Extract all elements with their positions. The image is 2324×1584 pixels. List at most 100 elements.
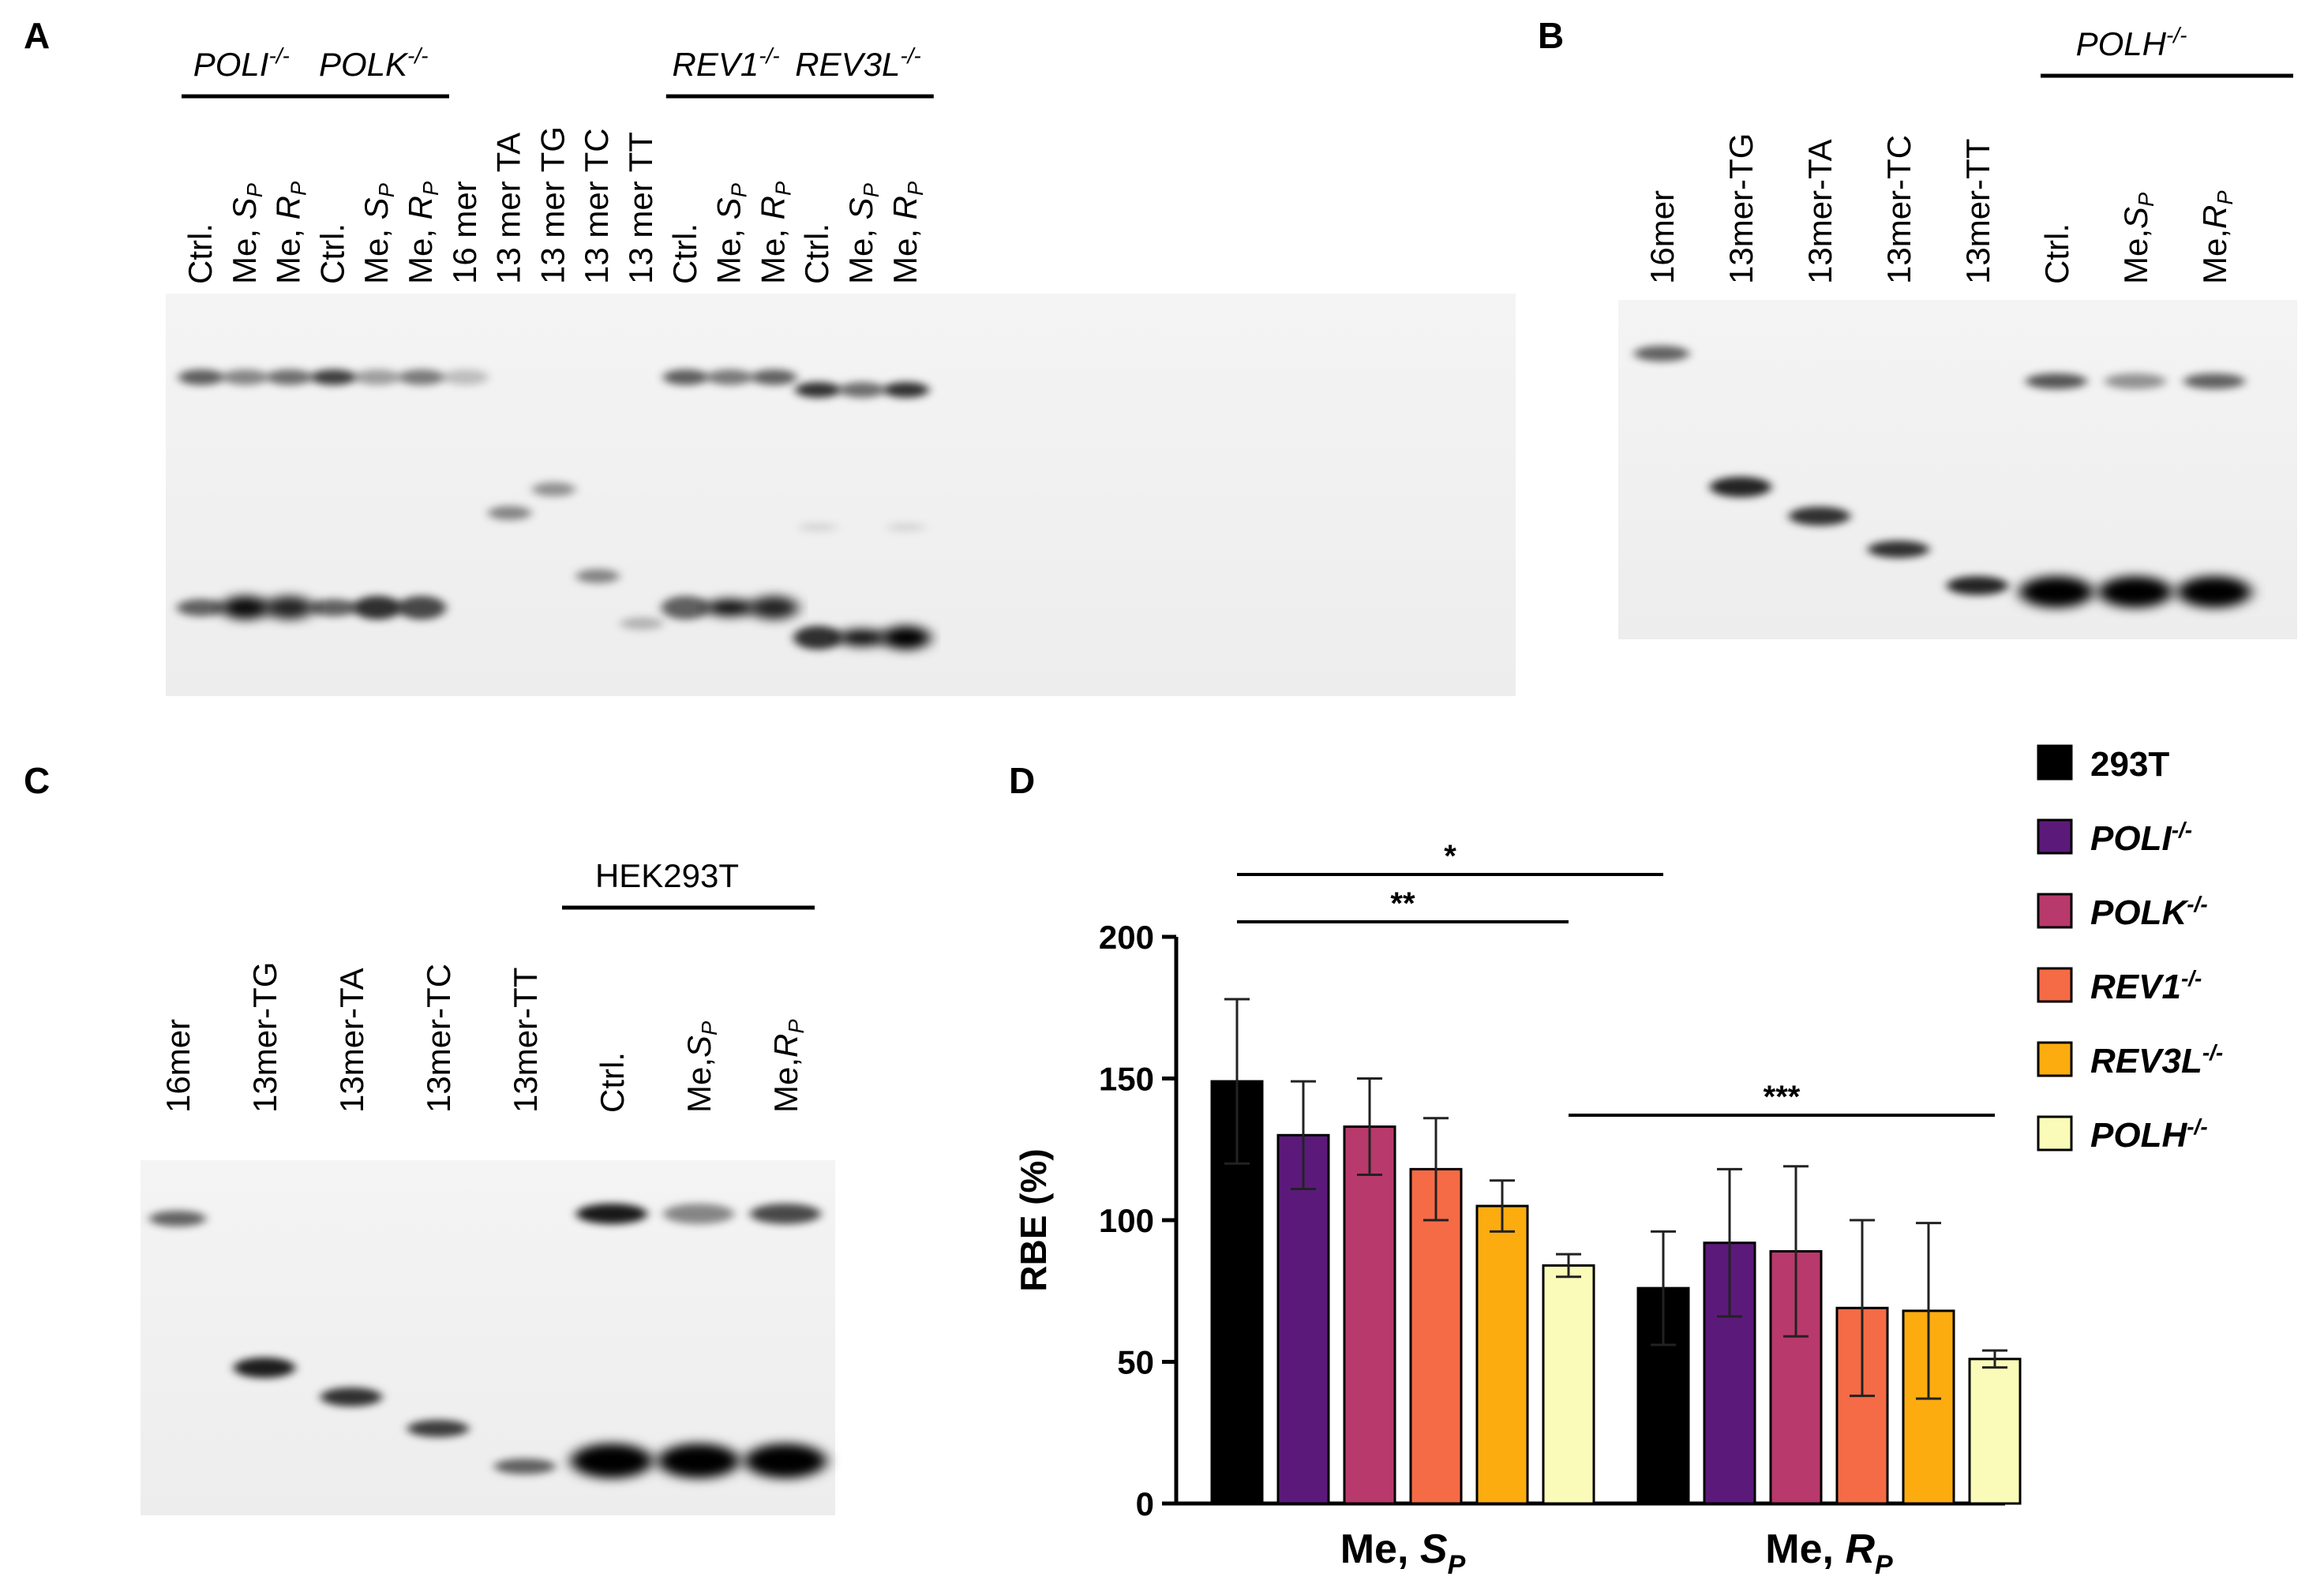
- gel-a-band-marker: [488, 506, 532, 520]
- y-tick-label: 100: [1099, 1202, 1154, 1239]
- gel-a-lane-label: Me, RP: [886, 181, 928, 284]
- chart-bars: [1210, 998, 2022, 1505]
- gel-b-lane-label: 13mer-TC: [1880, 135, 1917, 284]
- gel-a-band-full-length: [751, 369, 797, 385]
- gel-a-lane-label: Me, SP: [226, 182, 267, 284]
- gel-a-lane-label: Ctrl.: [798, 223, 835, 284]
- gel-b-lane-label: 13mer-TA: [1801, 139, 1839, 284]
- gel-a-lane-label: 13 mer TC: [578, 128, 615, 284]
- gel-c-band-full-length: [576, 1204, 647, 1224]
- gel-b-band-product: [2098, 576, 2172, 608]
- gel-b-lane-label: Me,RP: [2196, 190, 2237, 284]
- gel-b-band-marker: [1789, 507, 1850, 526]
- gel-a-band-full-length: [883, 382, 929, 398]
- gel-a-band-faint: [886, 523, 926, 531]
- gel-a-group-label: REV1-/-: [673, 43, 780, 83]
- gel-c-group-label: HEK293T: [595, 857, 739, 894]
- y-tick-label: 150: [1099, 1061, 1154, 1098]
- bar: [1968, 1357, 2022, 1505]
- gel-c-band-marker: [494, 1459, 556, 1474]
- gel-b-band-full-length: [2183, 373, 2245, 389]
- gel-c-lane-label: 13mer-TG: [246, 962, 283, 1113]
- legend-swatch: [2037, 1115, 2073, 1151]
- x-category-label: Me, SP: [1340, 1526, 1466, 1580]
- gel-c-band-product: [744, 1444, 827, 1478]
- gel-a-band-full-length: [707, 369, 753, 385]
- gel-b-band-full-length: [2026, 373, 2087, 389]
- gel-a-lane-label: Ctrl.: [666, 223, 703, 284]
- gel-a-group-label: POLK-/-: [319, 43, 429, 83]
- gel-a-band-product: [793, 626, 843, 650]
- gel-a-group-label: POLI-/-: [193, 43, 290, 83]
- gel-a-lane-label: Me, RP: [402, 181, 443, 284]
- gel-a-band-product: [838, 629, 886, 646]
- legend-swatch: [2037, 893, 2073, 929]
- bar: [1276, 1133, 1330, 1505]
- gel-a-band-full-length: [662, 369, 709, 385]
- gel-a-lane-label: Ctrl.: [313, 223, 350, 284]
- gel-a-band-marker: [531, 482, 575, 496]
- panel-label-b: B: [1538, 15, 1565, 56]
- y-tick-label: 200: [1099, 919, 1154, 956]
- gel-a-band-product: [353, 596, 403, 620]
- gel-a-band-marker: [620, 617, 664, 630]
- gel-c-lane-label: 16mer: [159, 1019, 197, 1113]
- gel-a-band-full-length: [266, 369, 313, 385]
- gel-a-band-product: [220, 596, 270, 620]
- gel-a-band-full-length: [795, 382, 842, 398]
- gel-b-group-label: POLH-/-: [2076, 23, 2187, 62]
- significance-label: *: [1444, 839, 1456, 874]
- gel-a-band-product: [749, 596, 799, 620]
- legend-swatch: [2037, 967, 2073, 1003]
- legend-swatch: [2037, 1041, 2073, 1077]
- gel-a-lane-label: 13 mer TG: [534, 126, 571, 284]
- panel-label-d: D: [1009, 760, 1036, 801]
- gel-a-band-product: [397, 596, 446, 620]
- legend-label: 293T: [2090, 745, 2169, 784]
- gel-c-lane-label: Ctrl.: [594, 1052, 631, 1113]
- significance-label: ***: [1764, 1080, 1801, 1114]
- gel-a-lane-label: 13 mer TT: [622, 132, 659, 284]
- gel-a-band-full-length: [839, 382, 885, 398]
- gel-c-band-full-length: [750, 1204, 821, 1224]
- gel-b-lane-label: 13mer-TT: [1959, 139, 1996, 284]
- x-category-label: Me, RP: [1765, 1526, 1893, 1580]
- gel-a-lane-label: Ctrl.: [182, 223, 219, 284]
- gel-panel-a: POLI-/- POLK-/- REV1-/- REV3L-/-Ctrl. Me, SP…: [166, 43, 1516, 696]
- gel-c-band-marker: [149, 1211, 206, 1226]
- bar: [1542, 1264, 1595, 1505]
- gel-a-band-full-length: [310, 369, 357, 385]
- gel-a-background: [166, 294, 1516, 696]
- gel-a-band-marker: [575, 569, 620, 583]
- gel-b-lane-label: 16mer: [1644, 190, 1681, 284]
- gel-b-band-marker: [1868, 541, 1929, 558]
- bar: [1475, 1204, 1529, 1505]
- gel-a-band-product: [705, 599, 755, 616]
- bar: [1409, 1167, 1463, 1505]
- significance-label: **: [1390, 886, 1415, 921]
- gel-c-lane-label: 13mer-TT: [507, 968, 544, 1113]
- gel-a-band-full-length: [178, 369, 224, 385]
- gel-a-band-product: [881, 626, 931, 650]
- bar: [1343, 1125, 1396, 1505]
- gel-a-group-label: REV3L-/-: [795, 43, 921, 83]
- gel-c-band-marker: [320, 1387, 382, 1406]
- gel-b-band-marker: [1710, 477, 1771, 497]
- legend-label: POLH-/-: [2090, 1114, 2208, 1155]
- gel-b-band-product: [2019, 576, 2093, 608]
- gel-a-band-product: [264, 596, 314, 620]
- legend-label: REV3L-/-: [2090, 1040, 2223, 1080]
- y-tick-label: 50: [1117, 1344, 1154, 1381]
- gel-a-band-full-length: [222, 369, 268, 385]
- significance-brackets: ******: [1237, 839, 1995, 1117]
- gel-a-band-full-length: [354, 369, 401, 385]
- gel-a-band-product: [177, 599, 226, 616]
- legend-label: POLI-/-: [2090, 818, 2192, 858]
- gel-b-lane-label: Ctrl.: [2038, 223, 2075, 284]
- chart-legend: 293T POLI-/- POLK-/- REV1-/- REV3L-/- POLH-/-: [2037, 744, 2223, 1155]
- y-axis-label: RBE (%): [1013, 1148, 1054, 1291]
- panel-label-a: A: [24, 15, 51, 56]
- panel-label-c: C: [24, 760, 51, 801]
